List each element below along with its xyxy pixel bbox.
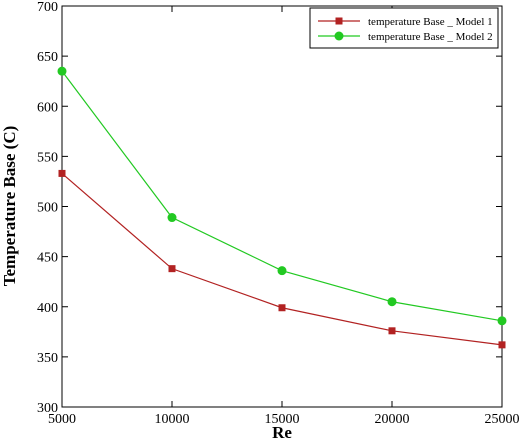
x-tick-label: 20000 (375, 412, 410, 427)
data-point (497, 316, 507, 326)
y-tick-label: 450 (37, 251, 58, 266)
legend-box (309, 7, 499, 49)
legend-marker (334, 31, 344, 41)
legend-label: temperature Base _ Model 1 (368, 16, 493, 28)
data-point (57, 66, 67, 76)
data-point (277, 266, 287, 276)
data-point (168, 265, 176, 273)
series-2 (57, 66, 507, 326)
y-tick-label: 500 (37, 201, 58, 216)
plot-frame (61, 5, 503, 408)
data-point (278, 304, 286, 312)
series-1 (58, 169, 506, 349)
y-tick-label: 700 (37, 0, 58, 15)
x-axis-title: Re (272, 423, 292, 442)
ticks: 300 350 400 450 500 550 600 650 700 5000 10000 1500… (37, 0, 520, 427)
data-point (498, 341, 506, 349)
legend-entry: temperature Base _ Model 2 (318, 31, 493, 43)
legend: temperature Base _ Model 1 temperature Ba… (309, 7, 499, 49)
y-axis-title: Temperature Base (C) (0, 126, 19, 287)
legend-label: temperature Base _ Model 2 (368, 31, 493, 43)
series-line (61, 70, 503, 322)
y-tick-label: 650 (37, 50, 58, 65)
data-point (167, 213, 177, 223)
series-layer (57, 66, 507, 349)
x-tick-label: 10000 (155, 412, 190, 427)
data-point (387, 297, 397, 307)
x-tick-label: 25000 (485, 412, 520, 427)
x-tick-label: 15000 (265, 412, 300, 427)
series-line (61, 172, 503, 346)
y-tick-label: 350 (37, 351, 58, 366)
y-tick-label: 400 (37, 301, 58, 316)
x-tick-label: 5000 (48, 412, 76, 427)
data-point (58, 169, 66, 177)
legend-entry: temperature Base _ Model 1 (318, 16, 493, 28)
y-tick-label: 600 (37, 100, 58, 115)
y-tick-label: 300 (37, 401, 58, 416)
legend-marker (335, 17, 343, 25)
y-tick-label: 550 (37, 150, 58, 165)
data-point (388, 327, 396, 335)
